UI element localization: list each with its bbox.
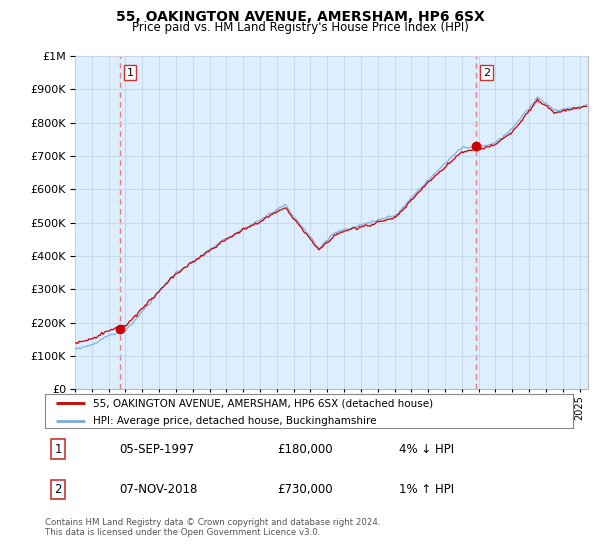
Text: Price paid vs. HM Land Registry's House Price Index (HPI): Price paid vs. HM Land Registry's House … <box>131 21 469 34</box>
Text: 55, OAKINGTON AVENUE, AMERSHAM, HP6 6SX: 55, OAKINGTON AVENUE, AMERSHAM, HP6 6SX <box>116 10 484 24</box>
Text: 1: 1 <box>127 68 134 78</box>
Text: 55, OAKINGTON AVENUE, AMERSHAM, HP6 6SX (detached house): 55, OAKINGTON AVENUE, AMERSHAM, HP6 6SX … <box>92 398 433 408</box>
Text: 1% ↑ HPI: 1% ↑ HPI <box>399 483 454 496</box>
Text: 1: 1 <box>55 442 62 456</box>
Text: Contains HM Land Registry data © Crown copyright and database right 2024.
This d: Contains HM Land Registry data © Crown c… <box>45 518 380 538</box>
Text: 4% ↓ HPI: 4% ↓ HPI <box>399 442 454 456</box>
Text: 2: 2 <box>55 483 62 496</box>
Text: 2: 2 <box>483 68 490 78</box>
Text: 07-NOV-2018: 07-NOV-2018 <box>119 483 197 496</box>
Text: £730,000: £730,000 <box>277 483 333 496</box>
Text: HPI: Average price, detached house, Buckinghamshire: HPI: Average price, detached house, Buck… <box>92 416 376 426</box>
Text: 05-SEP-1997: 05-SEP-1997 <box>119 442 194 456</box>
Text: £180,000: £180,000 <box>277 442 333 456</box>
